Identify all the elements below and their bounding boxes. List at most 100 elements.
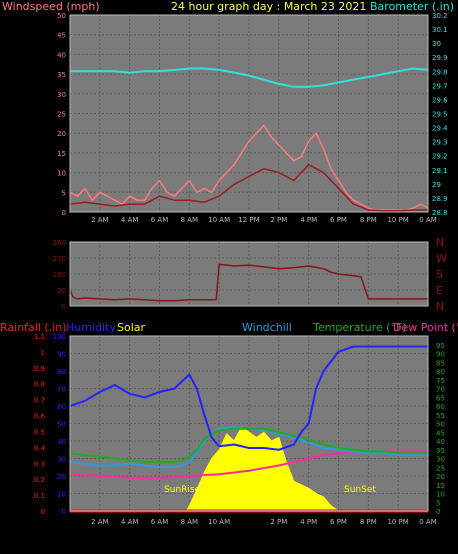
- rainfall-tick: 0.6: [34, 413, 46, 421]
- rainfall-tick: 0.1: [34, 492, 45, 500]
- solar-axis-label: Solar: [117, 321, 146, 334]
- temperature-tick: 30: [436, 456, 445, 464]
- temperature-tick: 70: [436, 386, 445, 394]
- windspeed-tick: 25: [57, 111, 66, 119]
- humidity-ticks: 0 10 20 30 40 50 60 70 80 90 100: [53, 333, 66, 516]
- windspeed-tick: 35: [57, 71, 66, 79]
- time-label: 8 PM: [360, 518, 377, 526]
- temperature-tick: 15: [436, 482, 445, 490]
- temperature-tick: 20: [436, 473, 445, 481]
- barometer-tick: 29.5: [432, 111, 448, 119]
- barometer-tick: 29: [432, 181, 441, 189]
- temperature-tick: 50: [436, 421, 445, 429]
- windspeed-tick: 50: [57, 12, 66, 20]
- rainfall-ticks: 0 0.1 0.2 0.3 0.4 0.5 0.6 0.7 0.8 0.9 1 1.1: [34, 333, 46, 516]
- time-label: 8 PM: [360, 216, 377, 224]
- time-label: 0 AM: [419, 216, 437, 224]
- direction-compass-tick: N: [436, 236, 444, 249]
- barometer-tick: 29.4: [432, 125, 448, 133]
- humidity-tick: 70: [57, 386, 66, 394]
- humidity-axis-label: Humidity: [66, 321, 116, 334]
- windspeed-tick: 5: [62, 189, 66, 197]
- direction-compass-tick: N: [436, 300, 444, 313]
- barometer-tick: 30.1: [432, 26, 448, 34]
- temperature-tick: 25: [436, 464, 445, 472]
- temperature-axis-label: Temperature (°F): [312, 321, 407, 334]
- time-label: 2 PM: [270, 518, 287, 526]
- windspeed-line: [69, 124, 429, 211]
- rainfall-tick: 0: [41, 508, 45, 516]
- direction-degree-tick: 180: [53, 271, 66, 279]
- barometer-tick: 29.9: [432, 54, 448, 62]
- humidity-tick: 10: [57, 491, 66, 499]
- temperature-tick: 55: [436, 412, 445, 420]
- windspeed-tick: 45: [57, 32, 66, 40]
- direction-panel-series: [69, 263, 428, 302]
- direction-compass-tick: E: [436, 284, 443, 297]
- wind-panel-grid: [70, 15, 428, 212]
- rainfall-tick: 0.4: [34, 444, 46, 452]
- humidity-tick: 20: [57, 473, 66, 481]
- time-label: 4 AM: [121, 518, 139, 526]
- time-label: 6 PM: [330, 518, 347, 526]
- barometer-tick: 29.6: [432, 96, 448, 104]
- temperature-panel-series: [69, 345, 428, 513]
- temperature-tick: 10: [436, 491, 445, 499]
- barometer-tick: 30: [432, 40, 441, 48]
- temperature-line: [69, 427, 428, 463]
- windchill-axis-label: Windchill: [242, 321, 292, 334]
- humidity-line: [69, 345, 428, 451]
- time-label: 2 PM: [270, 216, 287, 224]
- barometer-tick: 29.8: [432, 68, 448, 76]
- direction-degree-tick: 0: [62, 303, 66, 311]
- direction-degree-ticks: 0 90 180 270 360: [53, 239, 66, 311]
- rainfall-tick: 1.1: [34, 333, 45, 341]
- temperature-tick: 90: [436, 351, 445, 359]
- windspeed-tick: 30: [57, 91, 66, 99]
- rainfall-tick: 0.7: [34, 397, 45, 405]
- temperature-panel-time-labels: 2 AM 4 AM 6 AM 8 AM 10 AM 2 PM 4 PM 6 PM 8 PM 10 …: [91, 518, 437, 526]
- time-label: 6 AM: [151, 518, 169, 526]
- humidity-tick: 0: [62, 508, 66, 516]
- barometer-tick: 28.9: [432, 195, 448, 203]
- time-label: 10 AM: [208, 216, 230, 224]
- direction-degree-tick: 270: [53, 255, 66, 263]
- wind-panel-time-labels: 2 AM 4 AM 6 AM 8 AM 10 AM 12 PM 2 PM 4 PM 6 PM 8 …: [91, 216, 437, 224]
- sunset-annotation: SunSet: [344, 485, 376, 495]
- humidity-tick: 100: [53, 333, 66, 341]
- temperature-tick: 65: [436, 394, 445, 402]
- time-label: 6 AM: [151, 216, 169, 224]
- temperature-tick: 45: [436, 429, 445, 437]
- windspeed-avg-line: [69, 163, 428, 212]
- windspeed-tick: 10: [57, 170, 66, 178]
- sunrise-annotation: SunRise: [164, 485, 201, 495]
- rainfall-tick: 0.5: [34, 428, 45, 436]
- rainfall-tick: 1: [41, 349, 45, 357]
- time-label: 2 AM: [91, 216, 109, 224]
- time-label: 8 AM: [181, 518, 199, 526]
- windspeed-tick: 0: [62, 209, 66, 217]
- barometer-tick: 29.1: [432, 167, 448, 175]
- temperature-tick: 60: [436, 403, 445, 411]
- time-label: 0 AM: [419, 518, 437, 526]
- barometer-tick: 29.7: [432, 82, 448, 90]
- barometer-tick: 29.2: [432, 153, 448, 161]
- time-label: 6 PM: [330, 216, 347, 224]
- temperature-tick: 5: [436, 499, 440, 507]
- windspeed-tick: 40: [57, 51, 66, 59]
- direction-compass-tick: S: [436, 268, 443, 281]
- windchill-line: [69, 426, 428, 469]
- time-label: 10 AM: [208, 518, 230, 526]
- temperature-tick: 85: [436, 359, 445, 367]
- temperature-tick: 75: [436, 377, 445, 385]
- direction-degree-tick: 90: [57, 287, 66, 295]
- temperature-tick: 95: [436, 342, 445, 350]
- direction-degree-tick: 360: [53, 239, 66, 247]
- rainfall-tick: 0.2: [34, 476, 45, 484]
- humidity-tick: 80: [57, 368, 66, 376]
- time-label: 8 AM: [181, 216, 199, 224]
